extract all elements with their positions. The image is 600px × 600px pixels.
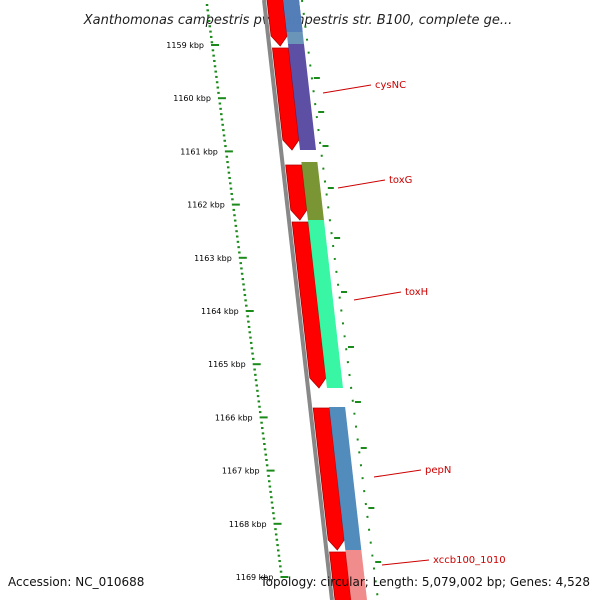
gene-label-layer: cysNC toxG toxH pepN xccb100_1010 [322, 80, 506, 566]
reverse-cds-arrow [312, 407, 345, 551]
ruler-tick-label: 1167 kbp [222, 467, 260, 476]
gene-label-leader [353, 291, 402, 301]
reverse-strand-cds-track [266, 0, 352, 600]
genome-backbone [262, 0, 334, 600]
gene-label-leader [373, 469, 422, 478]
gene-label: cysNC [375, 80, 406, 91]
gene-band-xccb100-1010 [345, 550, 367, 600]
gene-label-leader [322, 84, 372, 94]
gene-band-toxg [301, 162, 324, 220]
kbp-ruler [205, 4, 382, 578]
gene-band-top-teal [283, 0, 304, 44]
reverse-cds-arrow [291, 221, 327, 389]
gene-band-pepn [329, 407, 362, 550]
ruler-tick-label: 1159 kbp [166, 41, 204, 50]
gene-label: xccb100_1010 [433, 555, 506, 566]
ruler-tick-labels: 1159 kbp 1160 kbp 1161 kbp 1162 kbp 1163 kbp… [166, 41, 273, 582]
ruler-tick-label: 1169 kbp [236, 573, 274, 582]
ruler-tick-label: 1168 kbp [229, 520, 267, 529]
reverse-cds-arrow [266, 0, 288, 47]
gene-band-cysnc [287, 44, 316, 150]
reverse-cds-arrow [285, 164, 308, 221]
gene-label: pepN [425, 465, 451, 476]
ruler-tick-label: 1165 kbp [208, 360, 246, 369]
ruler-tick-label: 1160 kbp [173, 94, 211, 103]
ruler-tick-label: 1162 kbp [187, 201, 225, 210]
gene-label: toxH [405, 287, 428, 298]
gene-label-leader [381, 559, 430, 566]
gene-feature-track [283, 0, 367, 600]
gene-label: toxG [389, 175, 412, 186]
reverse-cds-arrow [329, 551, 352, 600]
gene-label-leader [337, 179, 386, 189]
ruler-tick-label: 1161 kbp [180, 147, 218, 156]
genome-summary-text: Topology: circular; Length: 5,079,002 bp… [259, 575, 590, 589]
ruler-tick-label: 1163 kbp [194, 254, 232, 263]
accession-text: Accession: NC_010688 [8, 575, 144, 589]
gene-band-toxh [307, 220, 343, 388]
ruler-tick-label: 1166 kbp [215, 413, 253, 422]
reverse-cds-arrow [271, 47, 300, 151]
ruler-tick-label: 1164 kbp [201, 307, 239, 316]
